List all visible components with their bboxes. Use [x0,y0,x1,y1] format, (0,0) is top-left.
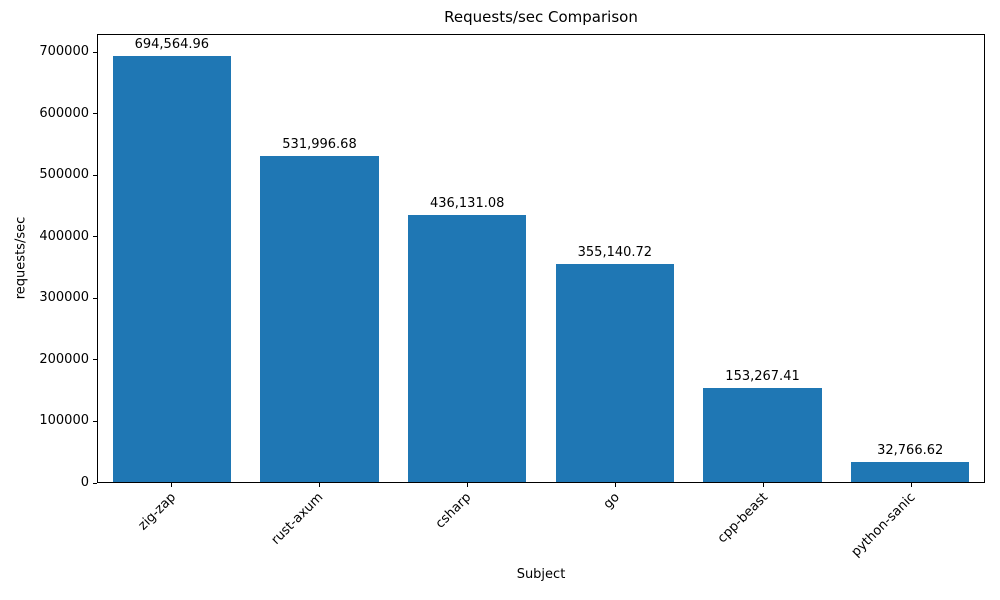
x-tick-mark [614,483,616,487]
bar-slot: 32,766.62 [836,35,984,482]
y-tick-mark [93,174,97,176]
bar-slot: 153,267.41 [689,35,837,482]
bar-value-label: 436,131.08 [429,195,505,211]
x-tick-label: go [600,490,623,513]
y-tick-label: 200000 [39,351,89,367]
bar-value-label: 355,140.72 [577,245,653,261]
bar-zig-zap [112,56,231,482]
x-tick-label: zig-zap [135,490,179,534]
y-tick-mark [93,51,97,53]
chart-title: Requests/sec Comparison [444,8,638,26]
x-tick-mark [318,483,320,487]
y-tick-label: 300000 [39,290,89,306]
bar-value-label: 153,267.41 [725,369,800,385]
x-tick-mark [910,483,912,487]
bar-slot: 694,564.96 [98,35,246,482]
bar-go [555,264,674,482]
bar-slot: 531,996.68 [246,35,394,482]
x-tick-label: cpp-beast [714,490,771,547]
x-tick-mark [466,483,468,487]
y-tick-label: 500000 [39,167,89,183]
bar-cpp-beast [703,388,822,482]
x-tick-label: rust-axum [268,490,327,548]
x-tick-mark [762,483,764,487]
bar-slot: 355,140.72 [541,35,689,482]
y-tick-mark [93,113,97,115]
bars-container: 694,564.96 531,996.68 436,131.08 355,140.72… [98,35,984,482]
y-tick-mark [93,482,97,484]
y-tick-mark [93,297,97,299]
bar-value-label: 32,766.62 [877,442,944,458]
y-tick-mark [93,420,97,422]
y-tick-label: 700000 [39,44,89,60]
y-tick-mark [93,359,97,361]
y-tick-label: 100000 [39,413,89,429]
x-tick-label: python-sanic [848,490,919,560]
y-tick-mark [93,236,97,238]
y-tick-label: 600000 [39,105,89,121]
y-tick-label: 400000 [39,228,89,244]
bar-python-sanic [851,461,970,482]
bar-slot: 436,131.08 [393,35,541,482]
bar-value-label: 694,564.96 [134,37,210,53]
x-tick-label: csharp [433,490,475,532]
plot-area: 694,564.96 531,996.68 436,131.08 355,140.72… [97,34,985,483]
bar-rust-axum [260,155,379,482]
bar-csharp [408,214,527,482]
x-tick-mark [170,483,172,487]
bar-value-label: 531,996.68 [282,136,357,152]
y-tick-label: 0 [80,475,89,490]
x-axis-label: Subject [516,567,566,582]
